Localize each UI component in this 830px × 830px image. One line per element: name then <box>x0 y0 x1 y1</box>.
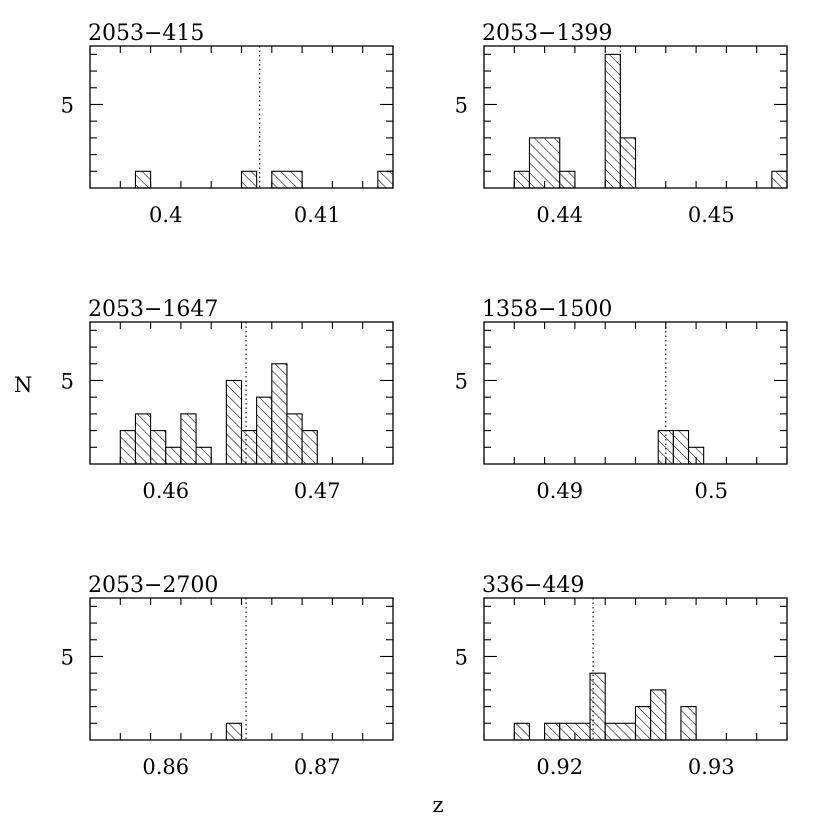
histogram-bar <box>513 170 530 189</box>
histogram-bar <box>680 706 697 741</box>
histogram-bar <box>150 430 167 465</box>
y-tick-label: 5 <box>455 369 468 393</box>
histogram-bar <box>195 446 212 465</box>
histogram-bar <box>240 170 258 189</box>
histogram-bar <box>634 706 652 741</box>
histogram-bar <box>650 689 667 741</box>
panel-frame <box>89 597 394 741</box>
y-tick-label: 5 <box>455 93 468 117</box>
histogram-bar <box>513 722 530 741</box>
histogram-panel: 0.92 0.93 5 336−449 <box>455 573 788 779</box>
histogram-bar <box>528 137 561 189</box>
histogram-panel: 0.49 0.5 5 1358−1500 <box>455 297 788 503</box>
panel-title: 2053−415 <box>88 21 204 46</box>
histogram-bar <box>225 379 243 465</box>
histogram-bar <box>544 722 561 741</box>
panel-title: 2053−1647 <box>88 297 218 322</box>
panel-frame <box>483 321 788 465</box>
histogram-bar <box>286 413 303 465</box>
x-tick-label: 0.49 <box>536 479 583 503</box>
panel-title: 1358−1500 <box>482 297 612 322</box>
histogram-bar <box>119 430 137 465</box>
histogram-bar <box>377 170 394 189</box>
histogram-bar <box>559 170 576 189</box>
histogram-bar <box>225 722 243 741</box>
histogram-bar <box>604 722 637 741</box>
histogram-panel: 0.44 0.45 5 2053−1399 <box>455 21 788 227</box>
x-tick-label: 0.47 <box>294 479 341 503</box>
histogram-bar <box>771 170 788 189</box>
histogram-bar <box>271 363 288 465</box>
x-axis-label: z <box>432 793 443 817</box>
panel-title: 2053−2700 <box>88 573 218 598</box>
y-tick-label: 5 <box>455 645 468 669</box>
x-tick-label: 0.44 <box>536 203 583 227</box>
y-tick-label: 5 <box>61 369 74 393</box>
histogram-panel: 0.86 0.87 5 2053−2700 <box>61 573 394 779</box>
histogram-bar <box>301 430 318 465</box>
x-tick-label: 0.5 <box>695 479 728 503</box>
histogram-bar <box>180 413 197 465</box>
x-tick-label: 0.92 <box>536 755 583 779</box>
x-tick-label: 0.87 <box>294 755 341 779</box>
histogram-bar <box>672 430 690 465</box>
histogram-bar <box>256 396 273 465</box>
histogram-panel: 0.4 0.41 5 2053−415 <box>61 21 394 227</box>
x-tick-label: 0.41 <box>294 203 341 227</box>
x-tick-label: 0.45 <box>688 203 735 227</box>
y-tick-label: 5 <box>61 93 74 117</box>
x-tick-label: 0.93 <box>688 755 735 779</box>
histogram-panel: 0.46 0.47 5 2053−1647 <box>61 297 394 503</box>
x-tick-label: 0.4 <box>149 203 182 227</box>
histogram-bar <box>240 430 258 465</box>
histogram-bar <box>165 446 182 465</box>
histogram-bar <box>619 137 637 189</box>
histogram-bar <box>271 170 303 189</box>
histogram-bar <box>134 170 152 189</box>
y-axis-label: N <box>14 373 32 397</box>
panel-frame <box>89 45 394 189</box>
histogram-bar <box>589 672 606 741</box>
histogram-bar <box>604 53 621 189</box>
histogram-bar <box>134 413 152 465</box>
y-tick-label: 5 <box>61 645 74 669</box>
x-tick-label: 0.86 <box>142 755 189 779</box>
panel-title: 336−449 <box>482 573 584 598</box>
panel-title: 2053−1399 <box>482 21 612 46</box>
x-tick-label: 0.46 <box>142 479 189 503</box>
